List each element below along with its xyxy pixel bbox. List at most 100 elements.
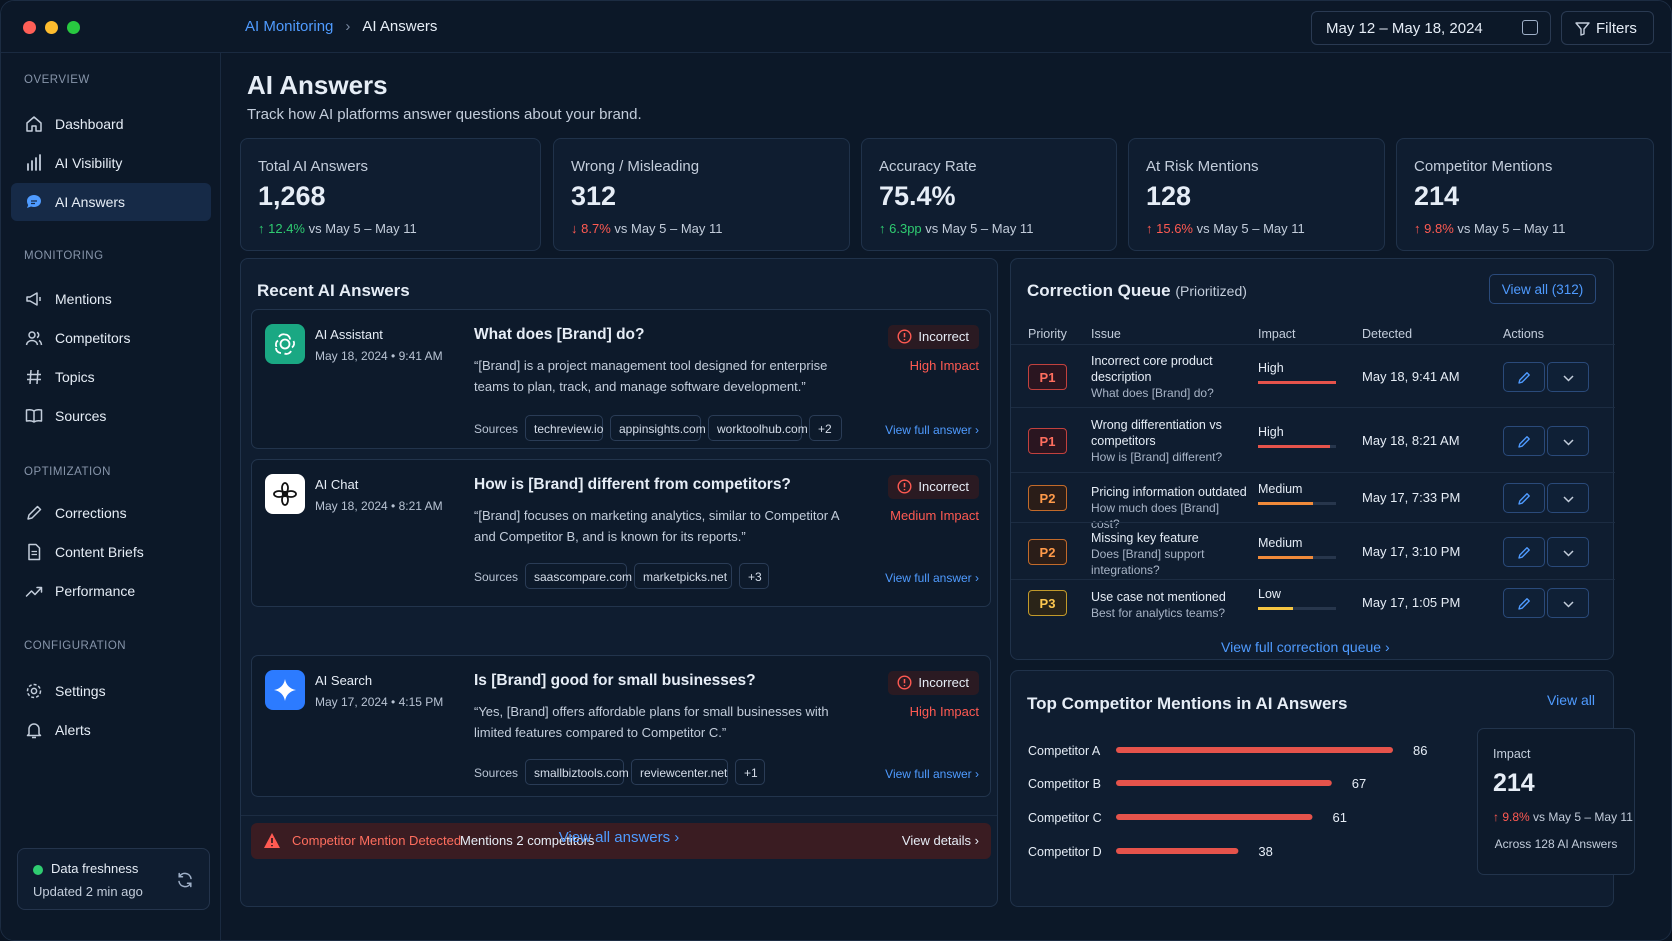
table-row[interactable]: P3 Use case not mentioned Best for analyti…: [1011, 579, 1615, 624]
maximize-window-button[interactable]: [67, 21, 80, 34]
source-chip[interactable]: +1: [735, 759, 765, 785]
sidebar-item-content-briefs[interactable]: Content Briefs: [11, 533, 211, 571]
impact-label: High Impact: [909, 358, 979, 373]
issue-title: Use case not mentioned: [1091, 589, 1226, 604]
answer-text: “[Brand] is a project management tool de…: [474, 358, 828, 394]
source-chip[interactable]: appinsights.com: [610, 415, 706, 441]
source-chip[interactable]: +2: [809, 415, 842, 441]
impact-compare: vs May 5 – May 11: [1533, 810, 1633, 824]
kpi-compare: vs May 5 – May 11: [1196, 221, 1305, 236]
answer-card[interactable]: AI Search May 17, 2024 • 4:15 PM Is [Brand…: [251, 655, 991, 797]
view-full-answer-link[interactable]: View full answer ›: [885, 423, 979, 437]
correction-queue-panel: Correction Queue (Prioritized) View all …: [1010, 258, 1615, 660]
close-window-button[interactable]: [23, 21, 36, 34]
edit-correction-button[interactable]: [1503, 483, 1545, 513]
sidebar-item-sources[interactable]: Sources: [11, 397, 211, 435]
kpi-delta-value: 6.3pp: [889, 221, 922, 236]
alert-circle-icon: [897, 479, 912, 494]
page-title: AI Answers: [247, 70, 388, 100]
view-all-answers-link[interactable]: View all answers ›: [558, 829, 680, 846]
edit-correction-button[interactable]: [1503, 361, 1545, 392]
pencil-icon: [1518, 597, 1530, 610]
impact-delta: ↑ 9.8% vs May 5 – May 11: [1493, 810, 1633, 824]
impact-level: Medium: [1258, 482, 1303, 496]
minimize-window-button[interactable]: [45, 21, 58, 34]
sidebar-item-corrections[interactable]: Corrections: [11, 494, 211, 532]
sidebar-item-label: Topics: [55, 369, 95, 385]
kpi-card: Accuracy Rate 75.4% ↑ 6.3pp vs May 5 – May…: [861, 138, 1117, 251]
sidebar-item-label: Competitors: [55, 330, 131, 346]
kpi-value: 128: [1146, 181, 1192, 211]
status-badge: Incorrect: [888, 671, 979, 695]
sidebar-item-ai-answers[interactable]: AI Answers: [11, 183, 211, 221]
refresh-icon[interactable]: [176, 871, 194, 889]
edit-correction-button[interactable]: [1503, 587, 1545, 618]
more-actions-button[interactable]: [1547, 536, 1589, 567]
window-controls: [23, 21, 80, 34]
table-row[interactable]: P2 Missing key feature Does [Brand] suppor…: [1011, 522, 1615, 579]
sidebar-item-alerts[interactable]: Alerts: [11, 711, 211, 749]
arrow-down-icon: ↓: [571, 221, 582, 236]
pencil-icon: [1518, 371, 1530, 384]
section-optimization: OPTIMIZATION: [24, 466, 111, 478]
date-range-picker[interactable]: May 12 – May 18, 2024: [1311, 11, 1551, 45]
more-actions-button[interactable]: [1547, 361, 1589, 392]
breadcrumb-parent-link[interactable]: AI Monitoring: [245, 18, 334, 35]
more-actions-button[interactable]: [1547, 587, 1589, 618]
filters-button[interactable]: Filters: [1561, 11, 1654, 45]
table-row[interactable]: P2 Pricing information outdated How much d…: [1011, 472, 1615, 531]
source-chip[interactable]: saascompare.com: [525, 563, 632, 589]
sidebar-item-topics[interactable]: Topics: [11, 358, 211, 396]
sidebar-item-dashboard[interactable]: Dashboard: [11, 105, 211, 143]
impact-label: Medium Impact: [890, 508, 979, 523]
source-chip[interactable]: smallbiztools.com: [525, 759, 629, 785]
sidebar-item-label: Settings: [55, 683, 106, 699]
table-row[interactable]: P1 Incorrect core product description What…: [1011, 344, 1615, 407]
queue-title-text: Correction Queue: [1027, 281, 1171, 300]
bar: [1116, 848, 1239, 854]
kpi-label: Wrong / Misleading: [571, 158, 700, 175]
answer-card[interactable]: AI Assistant May 18, 2024 • 9:41 AM What d…: [251, 309, 991, 449]
edit-correction-button[interactable]: [1503, 536, 1545, 567]
view-all-competitors-link[interactable]: View all: [1547, 692, 1595, 708]
sidebar-item-mentions[interactable]: Mentions: [11, 280, 211, 318]
view-full-queue-link[interactable]: View full correction queue ›: [1221, 639, 1390, 655]
more-actions-button[interactable]: [1547, 483, 1589, 513]
value-label: 38: [1258, 844, 1272, 859]
view-full-answer-link[interactable]: View full answer ›: [885, 767, 979, 781]
category-label: Competitor B: [1028, 777, 1101, 791]
impact-bar: [1258, 606, 1293, 610]
view-details-link[interactable]: View details ›: [901, 833, 979, 848]
view-full-answer-link[interactable]: View full answer ›: [885, 571, 979, 585]
openai-icon: [265, 324, 305, 364]
detected-time: May 18, 9:41 AM: [1362, 368, 1460, 384]
detected-time: May 18, 8:21 AM: [1362, 432, 1460, 448]
kpi-delta: ↑ 6.3pp vs May 5 – May 11: [879, 221, 1033, 236]
status-dot-icon: [33, 865, 43, 875]
issue-cell: Wrong differentiation vs competitors How …: [1091, 417, 1249, 465]
kpi-compare: vs May 5 – May 11: [614, 221, 723, 236]
source-chip[interactable]: reviewcenter.net: [631, 759, 728, 785]
bar: [1116, 780, 1332, 786]
sidebar-item-performance[interactable]: Performance: [11, 572, 211, 610]
view-all-corrections-button[interactable]: View all (312): [1489, 274, 1596, 304]
answer-question: What does [Brand] do?: [474, 326, 645, 343]
sidebar: OVERVIEW Dashboard AI Visibility AI Answ…: [1, 53, 221, 940]
edit-correction-button[interactable]: [1503, 425, 1545, 456]
kpi-label: Accuracy Rate: [879, 158, 977, 175]
impact-label: Impact: [1493, 747, 1531, 761]
section-overview: OVERVIEW: [24, 74, 90, 86]
table-row[interactable]: P1 Wrong differentiation vs competitors Ho…: [1011, 407, 1615, 472]
sidebar-item-competitors[interactable]: Competitors: [11, 319, 211, 357]
sidebar-item-settings[interactable]: Settings: [11, 672, 211, 710]
source-chip[interactable]: +3: [739, 563, 769, 589]
source-chip[interactable]: techreview.io: [525, 415, 603, 441]
sidebar-item-ai-visibility[interactable]: AI Visibility: [11, 144, 211, 182]
answer-card[interactable]: AI Chat May 18, 2024 • 8:21 AM How is [Bra…: [251, 459, 991, 607]
more-actions-button[interactable]: [1547, 425, 1589, 456]
source-chip[interactable]: marketpicks.net: [634, 563, 732, 589]
column-header: Actions: [1503, 327, 1544, 341]
source-chip[interactable]: worktoolhub.com: [708, 415, 808, 441]
value-label: 67: [1352, 776, 1366, 791]
arrow-up-icon: ↑: [258, 221, 269, 236]
